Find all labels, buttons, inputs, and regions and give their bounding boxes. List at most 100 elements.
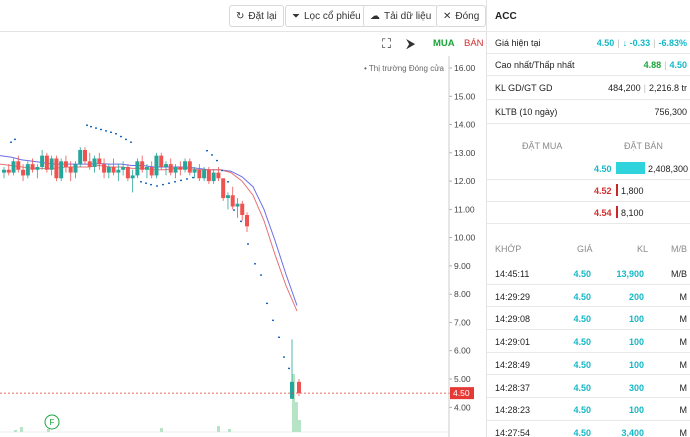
trade-qty: 100 (628, 405, 644, 416)
y-tick-label: 15.00 (454, 91, 476, 101)
candle-body (154, 155, 159, 176)
chart-tools: ⛶ ⮞ (0, 32, 486, 56)
y-tick-label: 13.00 (454, 148, 476, 158)
trade-qty: 100 (628, 359, 644, 370)
share-icon[interactable]: ⮞ (406, 36, 416, 51)
candle (25, 161, 30, 179)
candle-body (40, 155, 45, 167)
candle (30, 158, 35, 173)
buy-button[interactable]: MUA (433, 38, 455, 49)
candle (135, 158, 140, 179)
candle (221, 178, 226, 201)
y-tick-label: 5.00 (454, 374, 471, 384)
candle (192, 166, 197, 179)
candle-body (83, 149, 87, 162)
price-chart[interactable]: 16.00 15.00 14.00 13.00 12.00 11.00 10.00 9.00 8… (0, 56, 486, 437)
sar-dot (100, 128, 102, 131)
trade-price: 4.50 (573, 427, 591, 437)
candle (97, 152, 102, 170)
sar-dot (211, 154, 213, 156)
reset-button[interactable]: ↻ Đặt lại (229, 5, 284, 27)
candle (87, 152, 92, 170)
candle (245, 212, 249, 232)
close-button[interactable]: ✕ Đóng (436, 5, 487, 27)
panel-divider (486, 0, 487, 437)
candle (187, 158, 192, 176)
candle-body (178, 166, 183, 170)
candle-body (206, 169, 211, 182)
trade-row: 14:27:54 4.50 3,400 M (487, 421, 690, 437)
refresh-icon: ↻ (236, 10, 245, 22)
candle (2, 166, 6, 179)
candle-body (125, 166, 130, 179)
orderbook-qty: 1,800 (621, 186, 644, 196)
orderbook-price: 4.52 (594, 186, 612, 196)
sar-dot (254, 263, 256, 265)
sar-dot (130, 141, 132, 143)
candle (297, 379, 301, 396)
candle-body (11, 161, 16, 173)
sar-dot (86, 124, 88, 126)
orderbook-price: 4.50 (594, 164, 612, 174)
sar-dot (247, 243, 249, 245)
sar-dot (206, 149, 208, 152)
sar-dot (145, 182, 147, 184)
trade-time: 14:29:29 (495, 291, 531, 302)
sar-dot (180, 179, 182, 182)
candle-body (59, 161, 64, 179)
fullscreen-icon[interactable]: ⛶ (382, 36, 392, 51)
candle (83, 147, 87, 165)
candle (178, 161, 183, 176)
trade-qty: 100 (628, 337, 644, 348)
trade-price: 4.50 (573, 382, 591, 393)
sar-dot (115, 133, 117, 135)
parabolic-sar (10, 124, 290, 370)
volume-bar (47, 429, 50, 432)
orderbook-volume-bar (616, 184, 618, 196)
trade-qty: 200 (628, 291, 644, 302)
sar-dot (240, 220, 242, 223)
candle (211, 169, 216, 184)
sar-dot (110, 131, 112, 134)
orderbook-qty: 2,408,300 (648, 164, 689, 174)
trade-time: 14:28:49 (495, 359, 531, 370)
candle (44, 152, 49, 173)
volume-row: KL GD/GT GD 484,200 | 2,216.8 tr (487, 76, 690, 100)
price-change: -0.33 (629, 38, 651, 48)
y-tick-label: 6.00 (454, 346, 471, 356)
event-marker[interactable]: F (44, 414, 60, 430)
trade-qty: 3,400 (621, 427, 644, 437)
volume-bar (228, 429, 231, 432)
candle (202, 166, 207, 182)
y-tick-label: 14.00 (454, 120, 476, 130)
candle-body (73, 164, 78, 173)
y-tick-label: 4.00 (454, 402, 471, 412)
y-tick-label: 10.00 (454, 233, 476, 243)
trade-row: 14:29:08 4.50 100 M (487, 307, 690, 331)
candle-body (106, 166, 111, 173)
volume-bar (295, 402, 298, 432)
sar-dot (125, 138, 127, 141)
sar-dot (174, 181, 176, 183)
candle-body (197, 169, 202, 179)
moving-averages (0, 155, 298, 312)
sell-button[interactable]: BÁN (464, 38, 484, 49)
sar-dot (216, 159, 218, 162)
sar-dot (150, 183, 152, 186)
y-tick-label: 8.00 (454, 289, 471, 299)
candle (106, 164, 111, 179)
trade-row: 14:28:49 4.50 100 M (487, 353, 690, 376)
filter-stocks-button[interactable]: ⏷ Lọc cổ phiếu (285, 5, 368, 27)
sar-dot (260, 274, 262, 276)
sar-dot (266, 302, 268, 305)
candle-body (211, 172, 216, 182)
filter-label: Lọc cổ phiếu (304, 10, 361, 22)
candle-body (173, 166, 178, 173)
arrow-down-icon: ↓ (622, 38, 628, 48)
candle (125, 164, 130, 182)
trade-row: 14:29:01 4.50 100 M (487, 330, 690, 353)
orderbook-volume-bar (616, 162, 645, 174)
volume-bar (298, 420, 301, 432)
download-data-button[interactable]: ☁ Tải dữ liệu (363, 5, 439, 27)
volume-value: 484,200 (608, 83, 641, 93)
